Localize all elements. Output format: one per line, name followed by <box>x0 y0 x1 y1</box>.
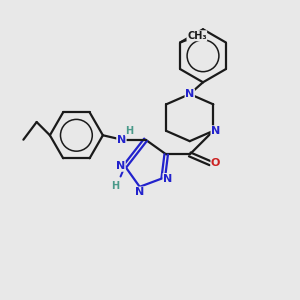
Text: N: N <box>211 126 220 136</box>
Text: H: H <box>111 181 119 191</box>
Text: H: H <box>125 126 134 136</box>
Text: N: N <box>117 135 126 145</box>
Text: CH₃: CH₃ <box>187 31 207 41</box>
Text: N: N <box>163 174 172 184</box>
Text: N: N <box>116 161 125 171</box>
Text: O: O <box>211 158 220 168</box>
Text: N: N <box>185 89 194 99</box>
Text: N: N <box>135 187 144 197</box>
